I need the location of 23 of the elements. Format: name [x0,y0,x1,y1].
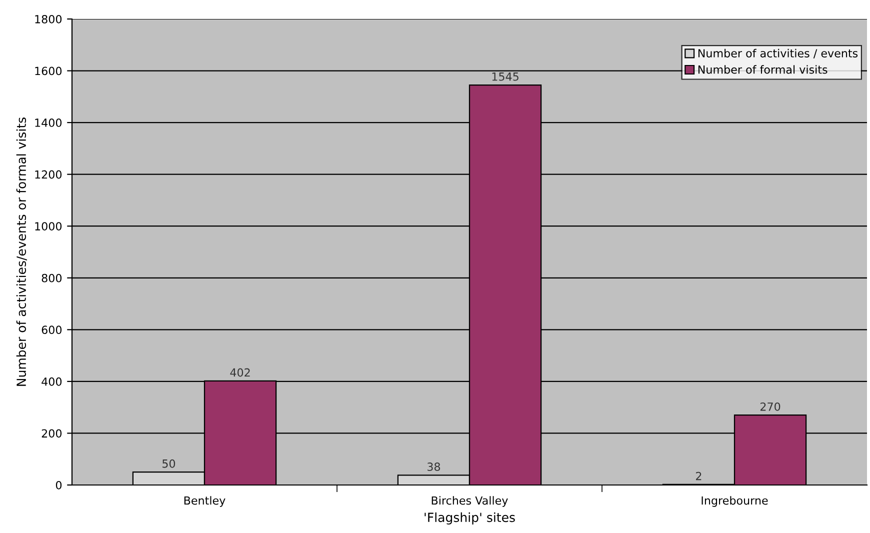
y-tick-label: 1200 [35,170,62,179]
x-tick-label: Bentley [184,496,226,507]
y-tick-label: 800 [42,274,62,282]
y-tick-label: 1400 [35,118,62,127]
y-tick-label: 200 [42,429,62,438]
legend-label: Number of activities / events [698,48,858,58]
x-axis-title: 'Flagship' sites [424,512,515,525]
y-tick-label: 1800 [35,14,62,24]
y-tick-label: 1000 [35,222,62,230]
y-axis-title: Number of activities/events or formal visits [16,118,28,386]
y-tick-label: 600 [42,326,62,334]
y-tick-label: 400 [42,377,62,386]
data-label: 2 [696,472,702,480]
legend-label: Number of formal visits [698,65,828,74]
x-tick-label: Ingrebourne [702,496,768,507]
y-tick-label: 0 [56,480,62,490]
data-label: 50 [162,459,176,468]
data-label: 38 [428,462,440,471]
y-tick-label: 1600 [35,66,62,76]
data-label: 402 [230,368,250,377]
data-label: 1545 [492,72,518,81]
data-label: 270 [760,402,780,411]
x-tick-label: Birches Valley [432,496,508,507]
